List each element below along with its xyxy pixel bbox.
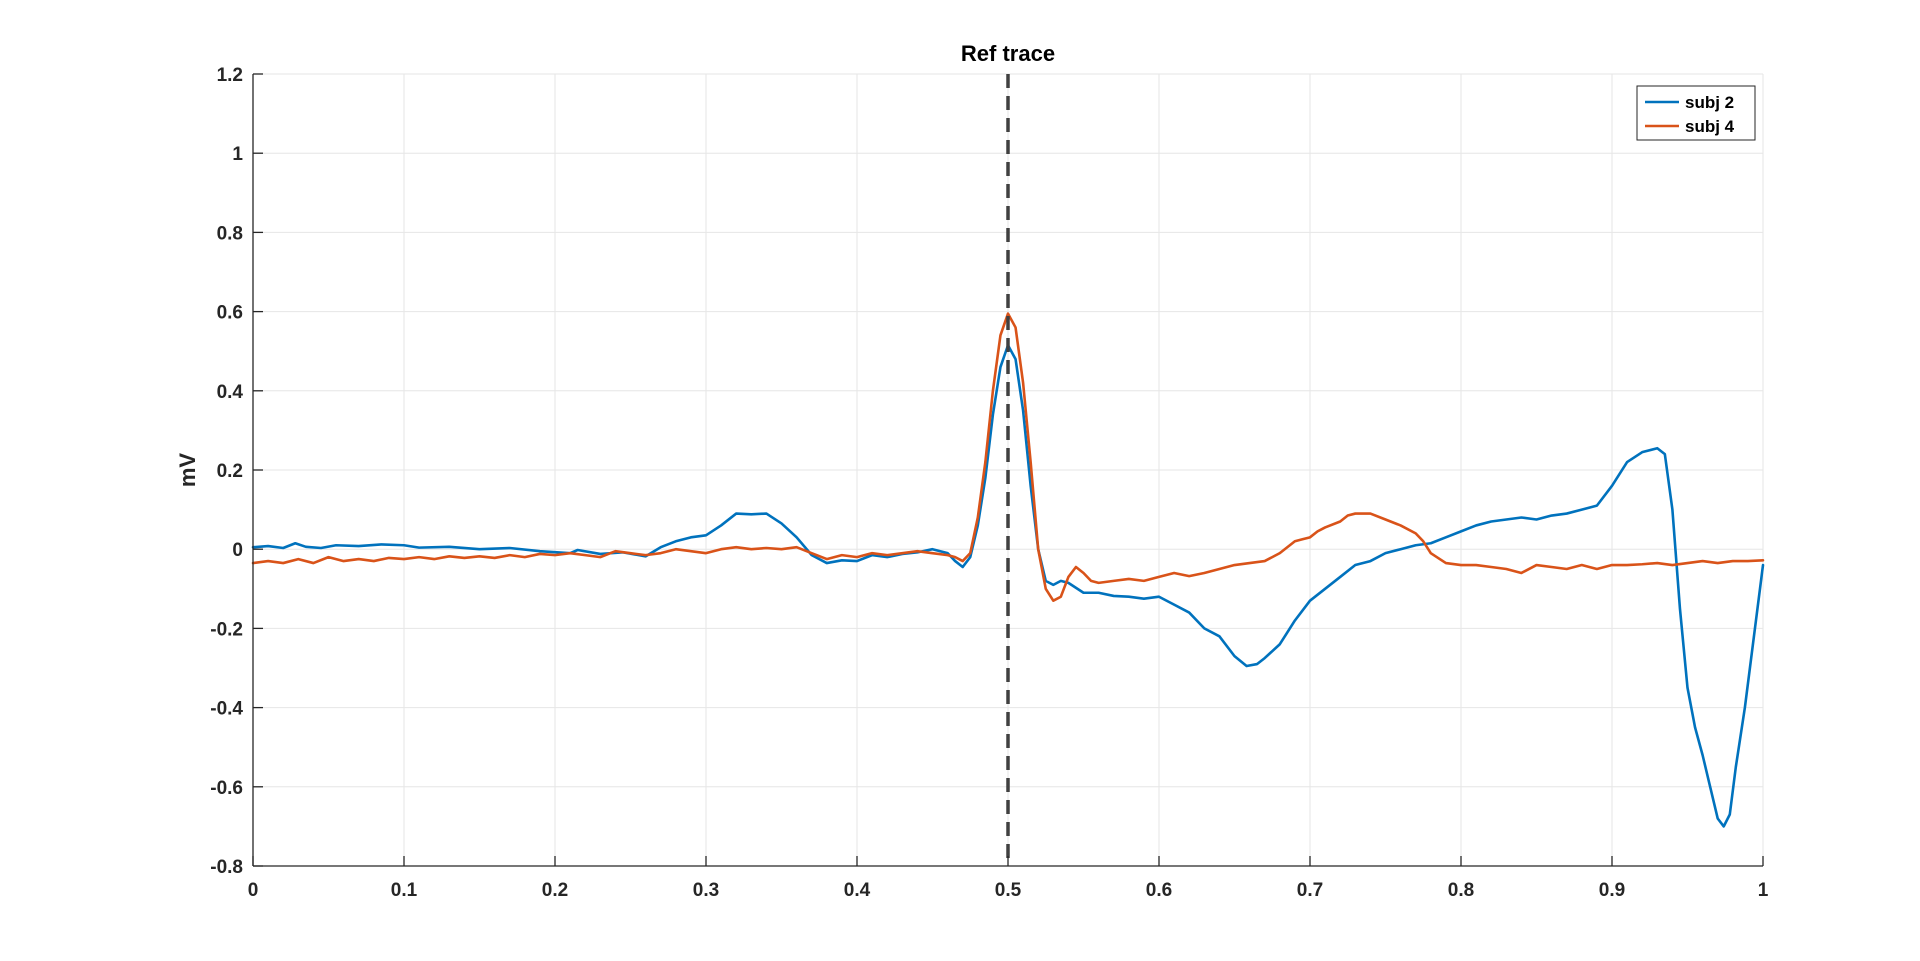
y-tick-label: 0.2 [217, 461, 243, 482]
chart-title: Ref trace [961, 41, 1055, 66]
y-axis-label: mV [175, 453, 200, 488]
x-tick-label: 0.9 [1599, 880, 1625, 901]
x-tick-label: 0.6 [1146, 880, 1172, 901]
y-axis-ticks: -0.8 -0.6 -0.4 -0.2 0 0.2 0.4 0.6 0.8 1 1.2 [210, 65, 263, 878]
x-tick-label: 0.1 [391, 880, 418, 901]
legend-label: subj 2 [1685, 93, 1734, 112]
y-tick-label: 0.6 [217, 303, 243, 324]
x-tick-label: 0 [248, 880, 259, 901]
x-tick-label: 0.3 [693, 880, 719, 901]
y-tick-label: -0.4 [210, 699, 243, 720]
x-tick-label: 0.5 [995, 880, 1022, 901]
series-layer [251, 312, 1765, 828]
y-tick-label: 0.8 [217, 223, 243, 244]
y-tick-label: -0.2 [210, 619, 243, 640]
y-tick-label: 0.4 [217, 382, 244, 403]
y-tick-label: 0 [232, 540, 243, 561]
y-tick-label: 1 [232, 144, 243, 165]
x-tick-label: 0.4 [844, 880, 871, 901]
y-tick-label: 1.2 [217, 65, 243, 86]
legend-box [1636, 85, 1756, 141]
y-tick-label: -0.6 [210, 778, 243, 799]
legend-label: subj 4 [1685, 117, 1735, 136]
legend: subj 2 subj 4 [1636, 85, 1756, 141]
y-tick-label: -0.8 [210, 857, 243, 878]
x-tick-label: 0.8 [1448, 880, 1474, 901]
x-tick-label: 1 [1758, 880, 1769, 901]
x-tick-label: 0.7 [1297, 880, 1323, 901]
series-line-subj-4 [251, 312, 1765, 602]
x-tick-label: 0.2 [542, 880, 568, 901]
x-axis-ticks: 0 0.1 0.2 0.3 0.4 0.5 0.6 0.7 0.8 0.9 1 [248, 856, 1769, 901]
